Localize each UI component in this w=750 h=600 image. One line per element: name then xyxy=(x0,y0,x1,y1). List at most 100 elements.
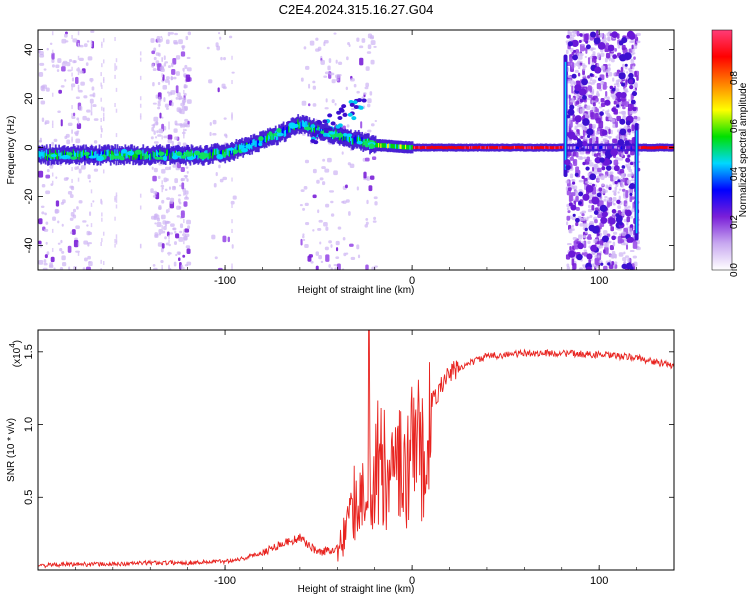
spectrogram-column-blob xyxy=(625,262,633,270)
spectrogram-x-tick-label: 100 xyxy=(590,275,608,287)
spectrogram-noise-cell xyxy=(161,188,163,193)
spectrogram-ridge-cell xyxy=(481,146,484,149)
spectrogram-noise-cell xyxy=(623,88,628,91)
spectrogram-noise-cell xyxy=(161,225,163,230)
spectrogram-noise-cell xyxy=(371,156,377,160)
spectrogram-column-blob xyxy=(566,114,571,119)
spectrogram-noise-cell xyxy=(64,79,67,82)
spectrogram-noise-cell xyxy=(609,244,614,251)
spectrogram-column-blob xyxy=(619,128,627,136)
spectrogram-noise-cell xyxy=(353,83,357,88)
spectrogram-ridge-cell xyxy=(282,126,285,134)
spectrogram-noise-cell xyxy=(185,194,188,199)
spectrogram-ridge-cell xyxy=(436,146,439,150)
spectrogram-noise-cell xyxy=(87,255,91,260)
spectrogram-ridge-cell xyxy=(407,145,410,150)
spectrogram-noise-cell xyxy=(38,240,42,245)
spectrogram-noise-cell xyxy=(569,157,574,161)
spectrogram-noise-cell xyxy=(600,102,606,107)
spectrogram-noise-cell xyxy=(90,78,93,83)
spectrogram-ridge-cell xyxy=(632,145,635,149)
spectrogram-column-blob xyxy=(625,209,632,217)
spectrogram-noise-cell xyxy=(631,124,635,132)
spectrogram-noise-cell xyxy=(620,110,626,115)
spectrogram-ridge-cell xyxy=(510,146,513,150)
spectrogram-column-blob xyxy=(582,140,588,147)
spectrogram-ridge-cell xyxy=(586,145,589,149)
spectrogram-noise-cell xyxy=(161,135,163,140)
spectrogram-noise-cell xyxy=(366,199,369,205)
spectrogram-column-blob xyxy=(585,185,594,193)
spectrogram-ridge-cell xyxy=(631,145,634,149)
spectrogram-noise-cell xyxy=(577,156,583,160)
spectrogram-noise-cell xyxy=(571,31,574,34)
spectrogram-ridge-cell xyxy=(666,145,669,149)
spectrogram-noise-cell xyxy=(185,74,191,82)
spectrogram-noise-cell xyxy=(616,129,620,133)
spectrogram-noise-cell xyxy=(44,121,47,125)
spectrogram-noise-cell xyxy=(180,51,186,57)
spectrogram-noise-cell xyxy=(566,263,570,268)
spectrogram-noise-cell xyxy=(59,248,63,252)
spectrogram-y-tick-label: -20 xyxy=(23,189,35,205)
spectrogram-ridge-cell xyxy=(149,153,151,161)
spectrogram-column-blob xyxy=(591,183,596,187)
spectrogram-noise-cell xyxy=(310,260,314,264)
spectrogram-noise-cell xyxy=(587,208,593,213)
spectrogram-noise-cell xyxy=(571,215,577,221)
spectrogram-noise-cell xyxy=(633,269,636,270)
spectrogram-ridge-cell xyxy=(217,149,220,156)
spectrogram-column-blob xyxy=(619,118,626,125)
spectrogram-noise-cell xyxy=(359,57,364,66)
spectrogram-noise-cell xyxy=(369,175,375,180)
spectrogram-noise-cell xyxy=(87,242,92,245)
spectrogram-noise-cell xyxy=(575,93,580,99)
spectrogram-noise-cell xyxy=(309,40,315,46)
spectrogram-ridge-cell xyxy=(277,133,279,140)
spectrogram-noise-cell xyxy=(610,57,615,63)
spectrogram-noise-cell xyxy=(583,156,587,160)
spectrogram-noise-cell xyxy=(566,207,570,211)
spectrogram-noise-cell xyxy=(51,52,55,60)
spectrogram-noise-cell xyxy=(186,171,189,174)
spectrogram-noise-cell xyxy=(164,103,169,108)
spectrogram-noise-cell xyxy=(598,244,603,249)
spectrogram-noise-cell xyxy=(569,195,574,202)
spectrogram-noise-cell xyxy=(623,191,626,197)
spectrogram-noise-cell xyxy=(621,231,627,236)
spectrogram-noise-cell xyxy=(607,67,611,71)
spectrogram-noise-cell xyxy=(155,121,159,125)
spectrogram-column-blob xyxy=(593,37,601,45)
spectrogram-branch-blob xyxy=(361,98,367,103)
spectrogram-branch-blob xyxy=(322,132,328,137)
spectrogram-ridge-cell xyxy=(273,133,276,140)
spectrogram-ridge-cell xyxy=(227,149,230,157)
spectrogram-ridge-cell xyxy=(421,145,424,149)
spectrogram-noise-cell xyxy=(45,174,51,179)
spectrogram-noise-cell xyxy=(612,176,617,181)
spectrogram-column-blob xyxy=(586,128,594,136)
snr-multiplier-exp: 4 xyxy=(8,343,17,348)
spectrogram-noise-cell xyxy=(627,257,631,263)
spectrogram-noise-cell xyxy=(607,36,611,42)
spectrogram-noise-cell xyxy=(77,177,80,182)
spectrogram-noise-cell xyxy=(591,100,596,103)
spectrogram-noise-cell xyxy=(162,230,166,234)
spectrogram-ridge-cell xyxy=(408,144,411,150)
spectrogram-noise-cell xyxy=(572,237,578,240)
spectrogram-ridge-cell xyxy=(383,143,386,148)
spectrogram-noise-cell xyxy=(209,131,212,137)
spectrogram-ridge-cell xyxy=(574,146,577,149)
spectrogram-noise-cell xyxy=(176,215,180,218)
spectrogram-noise-cell xyxy=(65,61,71,67)
spectrogram-column-blob xyxy=(568,250,576,258)
spectrogram-noise-cell xyxy=(325,226,329,231)
spectrogram-noise-cell xyxy=(175,71,180,76)
spectrogram-noise-cell xyxy=(114,238,116,243)
spectrogram-ridge-cell xyxy=(253,138,256,146)
spectrogram-noise-cell xyxy=(183,240,185,245)
spectrogram-noise-cell xyxy=(627,126,633,130)
spectrogram-noise-cell xyxy=(569,173,574,179)
spectrogram-noise-cell xyxy=(76,130,80,133)
spectrogram-branch-blob xyxy=(339,108,345,113)
